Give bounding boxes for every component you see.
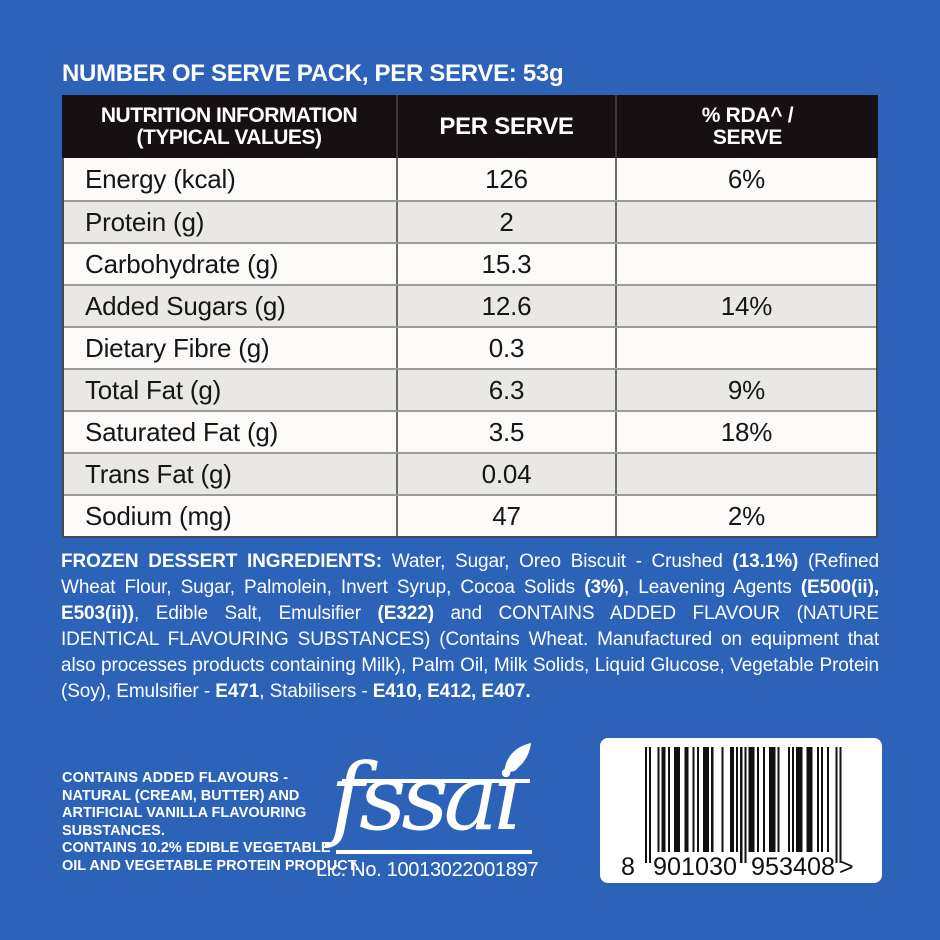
ingredient-segment: and CONTAINS ADDED FLAVOUR (NATURE IDENT… [61,603,879,702]
serve-pack-title: NUMBER OF SERVE PACK, PER SERVE: 53g [62,60,564,87]
barcode-suffix: > [839,853,854,881]
table-row: Sodium (mg) 47 2% [64,494,876,536]
rda-value [617,454,876,494]
column-header-line: NUTRITION INFORMATION [100,103,358,127]
per-serve-value: 6.3 [398,370,617,410]
note-line: OIL AND VEGETABLE PROTEIN PRODUCT. [62,857,360,874]
rda-value [617,244,876,284]
fssai-logo-text: fssai [330,744,523,851]
nutrition-table-header: NUTRITION INFORMATION (TYPICAL VALUES) P… [62,95,878,158]
rda-value: 18% [720,416,773,447]
fssai-logo-top-line [342,779,530,783]
rda-value: 6% [727,163,766,194]
column-header-line: (TYPICAL VALUES) [136,125,322,149]
per-serve-value: 15.3 [398,244,617,284]
nutrition-table-body: Energy (kcal) 126 6% Protein (g) 2 Carbohydra… [62,158,878,538]
ingredient-segment: (13.1%) [732,551,799,572]
note-line: ARTIFICIAL VANILLA FLAVOURING [62,805,307,821]
per-serve-value: 126 [398,158,617,200]
column-header-rda: % RDA^ / SERVE [617,95,878,158]
nutrient-label: Trans Fat (g) [64,454,398,494]
column-header-per-serve: PER SERVE [398,95,617,158]
note-line: NATURAL (CREAM, BUTTER) AND [62,787,300,804]
ingredient-segment: FROZEN DESSERT INGREDIENTS: [61,551,382,572]
ingredient-segment: E471 [215,681,260,702]
nutrient-label: Dietary Fibre (g) [64,328,398,368]
fssai-license-number: Lic. No. 10013022001897 [316,859,539,881]
note-line: CONTAINS 10.2% EDIBLE VEGETABLE [62,840,331,856]
nutrient-label: Saturated Fat (g) [64,412,398,452]
nutrient-label: Added Sugars (g) [64,286,398,326]
table-row: Saturated Fat (g) 3.5 18% [64,410,876,452]
ingredient-segment: E410, E412, E407. [372,681,531,702]
ingredient-segment: (E500(ii), E503(ii)) [61,577,880,624]
table-row: Total Fat (g) 6.3 9% [64,368,876,410]
rda-value: 9% [727,374,766,405]
table-row: Carbohydrate (g) 15.3 [64,242,876,284]
ingredient-segment: (3%) [584,577,624,598]
rda-value [617,202,876,242]
barcode-first-digit: 8 [621,853,635,881]
ingredient-segment: , Edible Salt, Emulsifier [134,603,378,624]
ingredient-segment: , Leavening Agents [623,577,801,598]
table-row: Dietary Fibre (g) 0.3 [64,326,876,368]
rda-value: 14% [720,290,773,321]
barcode: 8 901030 953408 > [600,738,882,883]
fssai-logo-bottom-line [336,850,532,854]
nutrient-label: Total Fat (g) [64,370,398,410]
per-serve-value: 47 [398,496,617,536]
per-serve-value: 0.04 [398,454,617,494]
table-row: Protein (g) 2 [64,200,876,242]
per-serve-value: 3.5 [398,412,617,452]
nutrient-label: Energy (kcal) [64,158,398,200]
column-header-nutrition-info: NUTRITION INFORMATION (TYPICAL VALUES) [62,95,398,158]
nutrient-label: Sodium (mg) [64,496,398,536]
note-line: CONTAINS ADDED FLAVOURS - [62,770,289,786]
ingredient-segment: (E322) [377,603,435,624]
column-header-line: SERVE [712,125,783,149]
ingredient-segment: Water, Sugar, Oreo Biscuit - Crushed [381,551,733,572]
ingredient-segment: (Refined Wheat Flour, Sugar, Palmolein, … [61,551,879,598]
ingredients-text: FROZEN DESSERT INGREDIENTS: Water, Sugar… [61,549,879,705]
barcode-left-digits: 901030 [653,853,737,881]
barcode-graphic: 8 901030 953408 > [621,747,854,881]
fssai-leaf-icon [501,743,531,778]
table-row: Added Sugars (g) 12.6 14% [64,284,876,326]
note-line: SUBSTANCES. [62,822,165,839]
table-row: Energy (kcal) 126 6% [64,158,876,200]
fssai-logo: fssai Lic. No. 10013022001897 [316,740,539,890]
per-serve-value: 2 [398,202,617,242]
rda-value: 2% [727,500,766,531]
column-header-line: % RDA^ / [701,103,794,127]
flavour-note-text: CONTAINS ADDED FLAVOURS - NATURAL (CREAM,… [62,770,360,875]
nutrient-label: Carbohydrate (g) [64,244,398,284]
per-serve-value: 12.6 [398,286,617,326]
nutrient-label: Protein (g) [64,202,398,242]
nutrition-table: NUTRITION INFORMATION (TYPICAL VALUES) P… [62,95,878,538]
table-row: Trans Fat (g) 0.04 [64,452,876,494]
per-serve-value: 0.3 [398,328,617,368]
rda-value [617,328,876,368]
ingredient-segment: , Stabilisers - [259,681,373,702]
barcode-right-digits: 953408 [751,853,835,881]
